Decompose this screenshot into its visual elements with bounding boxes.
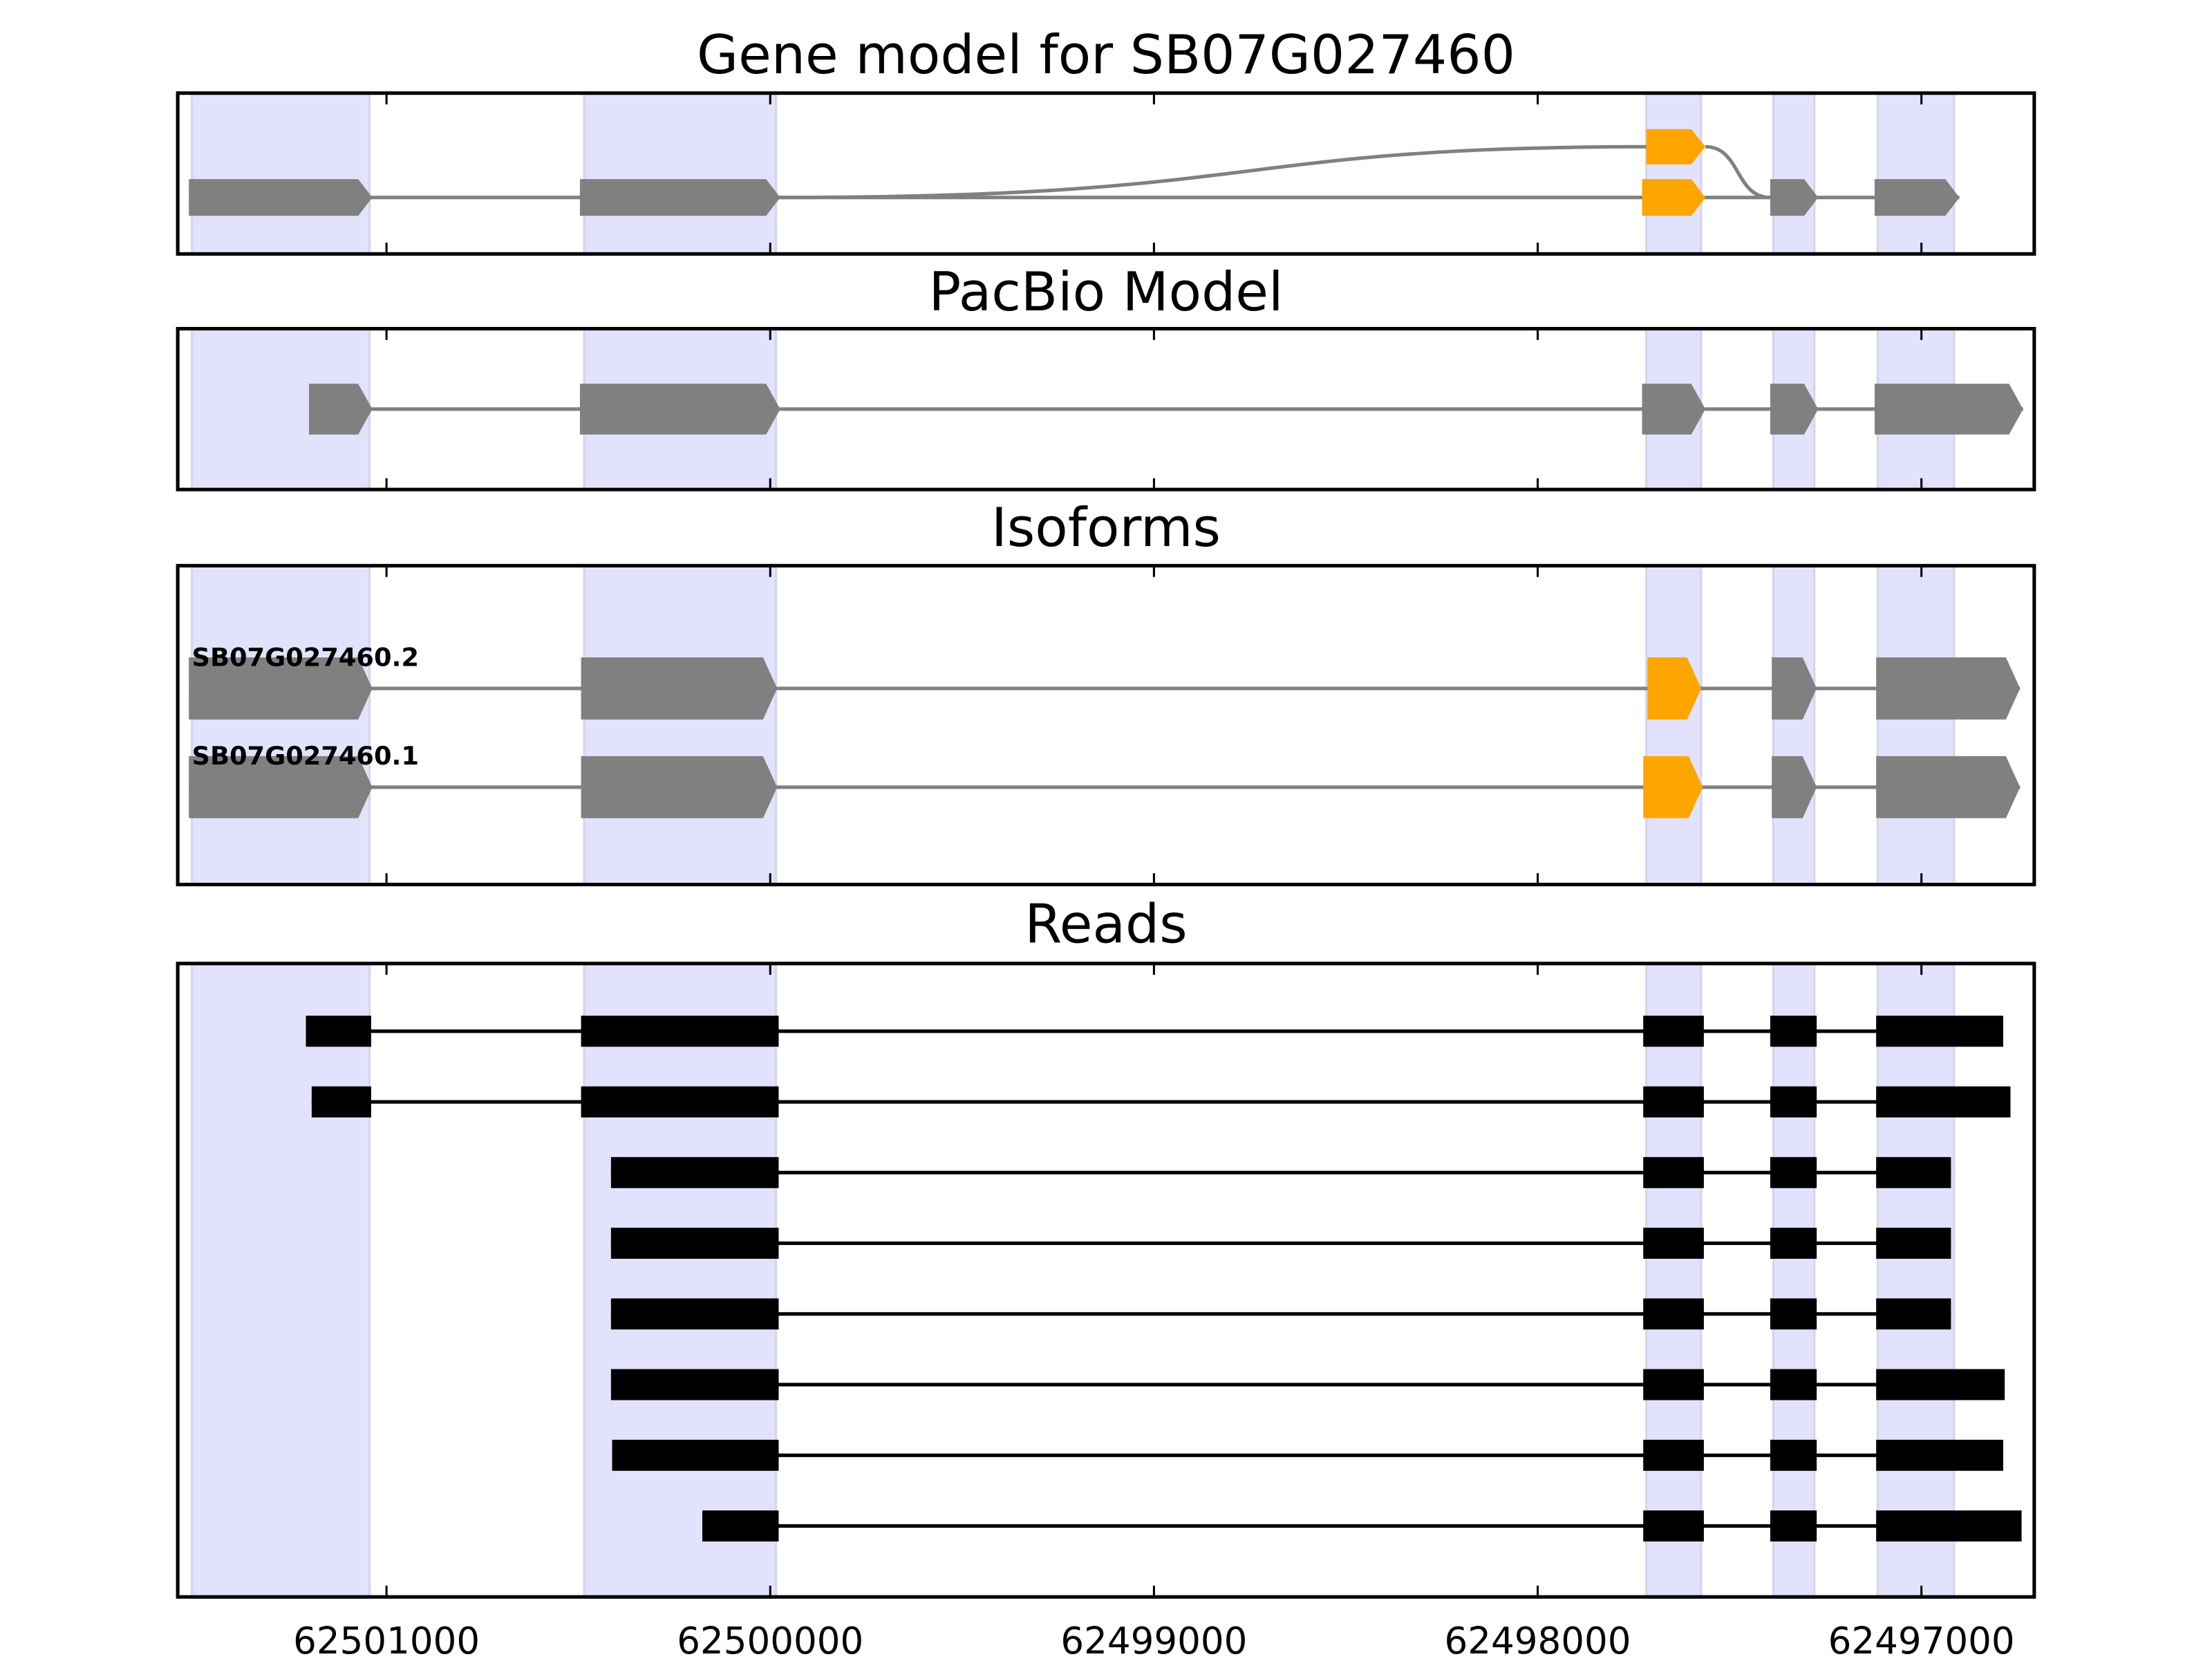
- panel-frame: [176, 91, 2036, 256]
- read-block: [306, 1015, 371, 1047]
- read-block: [1770, 1015, 1817, 1047]
- isoform-label: SB07G027460.2: [192, 642, 419, 672]
- exon: [581, 756, 778, 818]
- alt-splice-curve: [1705, 144, 1771, 200]
- shaded-region: [191, 962, 371, 1598]
- read-block: [1643, 1510, 1704, 1541]
- read-block: [610, 1228, 779, 1259]
- read-block: [581, 1086, 779, 1118]
- alt-exon: [1642, 179, 1706, 216]
- read-block: [1643, 1298, 1704, 1330]
- read-block: [1643, 1086, 1704, 1118]
- read-block: [1770, 1298, 1817, 1330]
- exon: [308, 384, 373, 435]
- exon: [1772, 657, 1817, 720]
- shaded-region: [1876, 962, 1956, 1598]
- read-block: [1643, 1015, 1704, 1047]
- alt-splice-curve: [780, 144, 1647, 200]
- shaded-region: [583, 92, 778, 255]
- exon: [579, 384, 780, 435]
- read-block: [1876, 1439, 2003, 1471]
- read-block: [612, 1439, 779, 1471]
- exon: [579, 179, 780, 216]
- read-block: [1643, 1369, 1704, 1400]
- exon: [189, 756, 373, 818]
- shaded-region: [583, 962, 778, 1598]
- shaded-region: [1876, 92, 1956, 255]
- shaded-region: [1645, 962, 1703, 1598]
- exon: [189, 657, 373, 720]
- exon: [1874, 384, 2023, 435]
- read-block: [581, 1015, 779, 1047]
- read-block: [610, 1369, 779, 1400]
- isoform-label: SB07G027460.1: [192, 741, 419, 771]
- shaded-region: [1645, 92, 1703, 255]
- alt-exon: [1647, 657, 1702, 720]
- alt-exon: [1643, 756, 1703, 818]
- read-block: [1770, 1156, 1817, 1188]
- panel-frame: [176, 563, 2036, 887]
- read-block: [311, 1086, 371, 1118]
- read-block: [1770, 1086, 1817, 1118]
- x-tick-label: 62501000: [293, 1620, 480, 1659]
- read-block: [1876, 1510, 2022, 1541]
- read-block: [1643, 1439, 1704, 1471]
- exon: [1770, 384, 1819, 435]
- x-tick-label: 62500000: [677, 1620, 863, 1659]
- panel-frame: [176, 326, 2036, 491]
- read-block: [610, 1298, 779, 1330]
- shaded-region: [191, 92, 371, 255]
- panel-frame: [176, 962, 2036, 1599]
- shaded-region: [1645, 564, 1703, 886]
- shaded-region: [1876, 564, 1956, 886]
- read-block: [1770, 1228, 1817, 1259]
- title-isoforms: Isoforms: [991, 497, 1221, 559]
- read-block: [1770, 1369, 1817, 1400]
- read-block: [1876, 1015, 2003, 1047]
- read-block: [1876, 1369, 2005, 1400]
- shaded-region: [191, 564, 371, 886]
- title-gene-model: Gene model for SB07G027460: [697, 24, 1515, 86]
- exon: [1772, 756, 1817, 818]
- read-block: [1876, 1298, 1951, 1330]
- read-block: [1876, 1156, 1951, 1188]
- read-block: [1643, 1156, 1704, 1188]
- shaded-region: [1772, 962, 1816, 1598]
- exon: [1642, 384, 1706, 435]
- exon: [1770, 179, 1819, 216]
- read-block: [1876, 1228, 1951, 1259]
- read-block: [610, 1156, 779, 1188]
- alt-exon: [1646, 129, 1706, 165]
- exon: [581, 657, 778, 720]
- shaded-region: [1772, 564, 1816, 886]
- shaded-region: [1772, 92, 1816, 255]
- read-block: [1643, 1228, 1704, 1259]
- title-pacbio: PacBio Model: [928, 261, 1283, 324]
- x-tick-label: 62497000: [1828, 1620, 2015, 1659]
- title-reads: Reads: [1024, 893, 1187, 955]
- exon: [1874, 179, 1960, 216]
- read-block: [702, 1510, 779, 1541]
- exon: [1876, 657, 2021, 720]
- read-block: [1770, 1439, 1817, 1471]
- x-tick-label: 62499000: [1060, 1620, 1247, 1659]
- read-block: [1770, 1510, 1817, 1541]
- exon: [1876, 756, 2021, 818]
- read-block: [1876, 1086, 2011, 1118]
- exon: [189, 179, 373, 216]
- shaded-region: [583, 564, 778, 886]
- x-tick-label: 62498000: [1445, 1620, 1631, 1659]
